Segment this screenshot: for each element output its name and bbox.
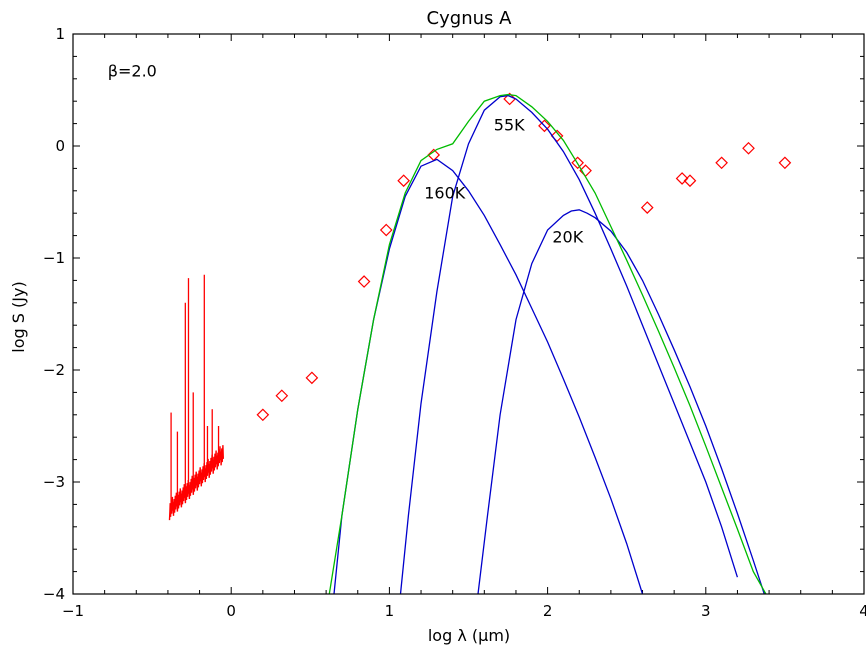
chart-title: Cygnus A [427, 8, 513, 29]
data-point-diamond [571, 156, 585, 170]
y-axis-label: log S (Jy) [9, 281, 28, 352]
y-tick-label: −2 [43, 361, 65, 379]
y-tick-label: 1 [55, 25, 65, 43]
data-point-diamond [379, 223, 393, 237]
data-point-diamond [778, 156, 792, 170]
data-point-diamond [683, 174, 697, 188]
x-tick-label: 2 [543, 602, 553, 620]
component-fit-line [333, 158, 644, 595]
data-point-diamond [715, 156, 728, 170]
data-point-diamond [640, 201, 654, 214]
x-tick-label: 1 [385, 602, 395, 620]
x-axis-label: log λ (μm) [428, 626, 510, 645]
plot-frame [72, 33, 865, 595]
x-tick-label: 3 [701, 602, 711, 620]
data-point-diamond [275, 389, 289, 403]
annotation-label: β=2.0 [108, 62, 157, 81]
total-fit-line [328, 93, 767, 595]
annotation-label: 55K [494, 115, 525, 134]
component-fit-line [477, 209, 765, 595]
annotation-label: 160K [424, 184, 466, 203]
y-tick-label: −1 [43, 249, 65, 267]
y-tick-label: −4 [43, 585, 65, 603]
y-tick-label: −3 [43, 473, 65, 491]
x-tick-label: −1 [62, 602, 84, 620]
spectrum-line [168, 445, 224, 521]
y-tick-label: 0 [55, 137, 65, 155]
data-point-diamond [305, 371, 319, 385]
data-point-diamond [397, 174, 410, 188]
x-tick-label: 4 [859, 602, 866, 620]
data-point-diamond [357, 275, 371, 288]
data-point-diamond [503, 92, 516, 106]
component-fit-line [399, 94, 739, 595]
data-point-diamond [675, 172, 689, 185]
annotation-label: 20K [552, 227, 583, 246]
x-tick-label: 0 [226, 602, 236, 620]
data-point-diamond [742, 141, 755, 155]
plot-area: −1 0 1 2 3 4 −4 −3 −2 −1 0 1 β=2.0 55K 160K 20K [43, 25, 866, 620]
data-point-diamond [256, 408, 270, 422]
data-point-diamond [538, 119, 551, 133]
data-point-diamond [550, 129, 564, 143]
